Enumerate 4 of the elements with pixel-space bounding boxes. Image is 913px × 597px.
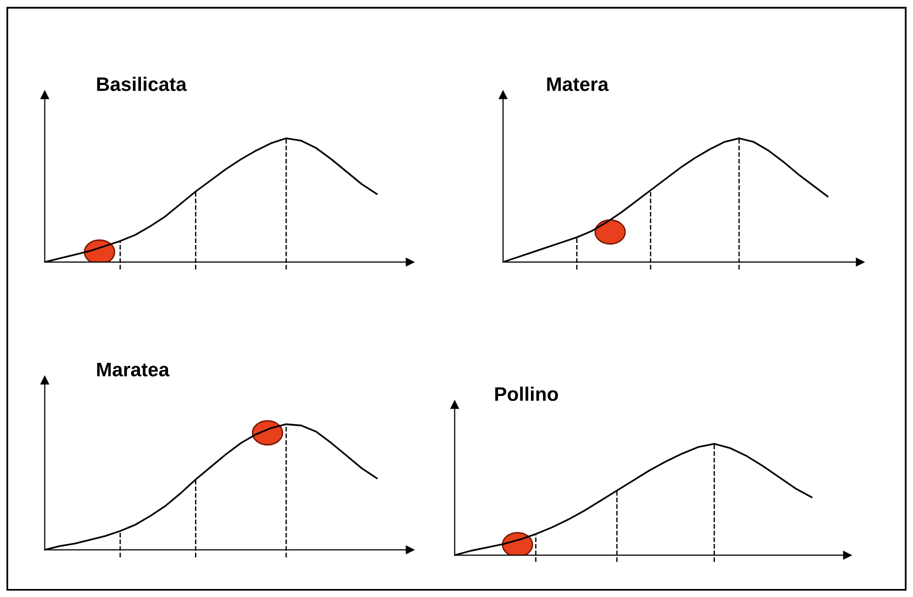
chart-title: Pollino [495, 386, 558, 401]
chart-title: Basilicata [97, 76, 187, 92]
chart-title: Matera [547, 78, 609, 92]
chart-title: Maratea [97, 362, 170, 376]
